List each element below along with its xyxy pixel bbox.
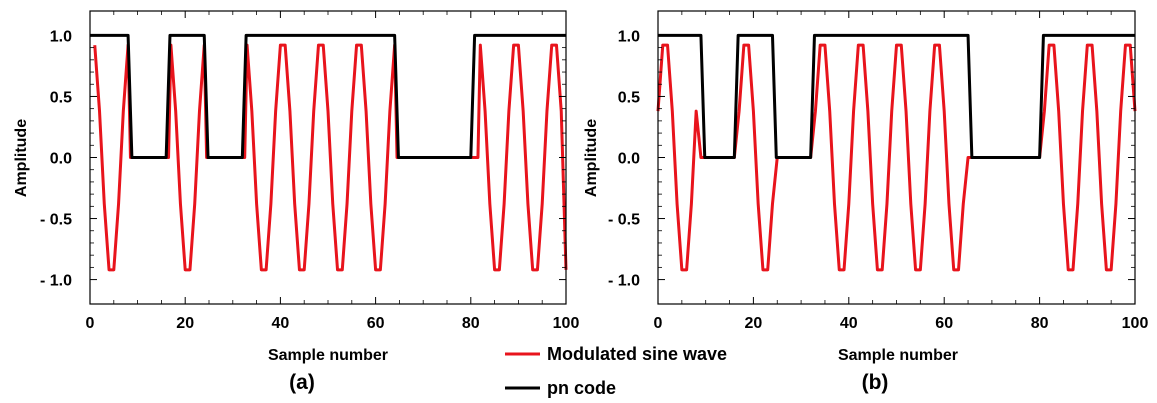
x-tick-label-0-a: 0: [86, 315, 95, 332]
panel-label-b: (b): [862, 371, 889, 394]
x-tick-label-20-a: 20: [176, 315, 194, 332]
y-axis-title-b: Amplitude: [583, 119, 600, 197]
axis-ticks-a: 0 20 40 60 80 100 1.0 0.5 0.0 - 0.5 - 1.0: [40, 11, 579, 332]
x-tick-label-40-b: 40: [840, 315, 858, 332]
axis-ticks-b: 0 20 40 60 80 100 1.0 0.5 0.0 - 0.5 - 1.0: [608, 11, 1148, 332]
plot-area-a: [90, 33, 568, 272]
chart-panel-a: 0 20 40 60 80 100 1.0 0.5 0.0 - 0.5 - 1.0 Sample n…: [13, 10, 579, 394]
x-tick-label-60-a: 60: [367, 315, 385, 332]
x-tick-label-80-b: 80: [1031, 315, 1049, 332]
panel-label-a: (a): [289, 371, 315, 394]
plot-area-b: [656, 33, 1137, 272]
x-tick-label-100-a: 100: [553, 315, 580, 332]
x-tick-label-60-b: 60: [935, 315, 953, 332]
x-axis-title-b: Sample number: [838, 347, 958, 364]
x-tick-label-100-b: 100: [1122, 315, 1149, 332]
series-line-modulated-sine-wave-b: [656, 43, 1137, 272]
y-tick-label-4-a: - 1.0: [40, 273, 72, 290]
y-tick-label-4-b: - 1.0: [608, 273, 640, 290]
legend: Modulated sine wave pn code: [505, 344, 727, 398]
chart-panel-b: 0 20 40 60 80 100 1.0 0.5 0.0 - 0.5 - 1.0 Sample n…: [583, 10, 1148, 394]
legend-label-pn-code: pn code: [547, 378, 616, 398]
x-tick-label-40-a: 40: [272, 315, 290, 332]
x-tick-label-20-b: 20: [745, 315, 763, 332]
y-tick-label-3-a: - 0.5: [40, 212, 72, 229]
legend-item-pn-code: pn code: [505, 378, 616, 398]
y-axis-title-a: Amplitude: [13, 119, 30, 197]
y-tick-label-2-a: 0.0: [50, 151, 72, 168]
legend-label-modulated-sine-wave: Modulated sine wave: [547, 344, 727, 364]
y-tick-label-0-b: 1.0: [618, 28, 640, 45]
y-tick-label-1-a: 0.5: [50, 89, 72, 106]
x-axis-title-a: Sample number: [268, 347, 388, 364]
series-line-pn-code-b: [658, 33, 1135, 159]
y-tick-label-1-b: 0.5: [618, 89, 640, 106]
y-tick-label-0-a: 1.0: [50, 28, 72, 45]
y-tick-label-3-b: - 0.5: [608, 212, 640, 229]
series-line-modulated-sine-wave-a: [93, 43, 568, 272]
x-tick-label-80-a: 80: [462, 315, 480, 332]
x-tick-label-0-b: 0: [654, 315, 663, 332]
legend-item-modulated-sine-wave: Modulated sine wave: [505, 344, 727, 364]
y-tick-label-2-b: 0.0: [618, 151, 640, 168]
series-line-pn-code-a: [90, 33, 566, 159]
